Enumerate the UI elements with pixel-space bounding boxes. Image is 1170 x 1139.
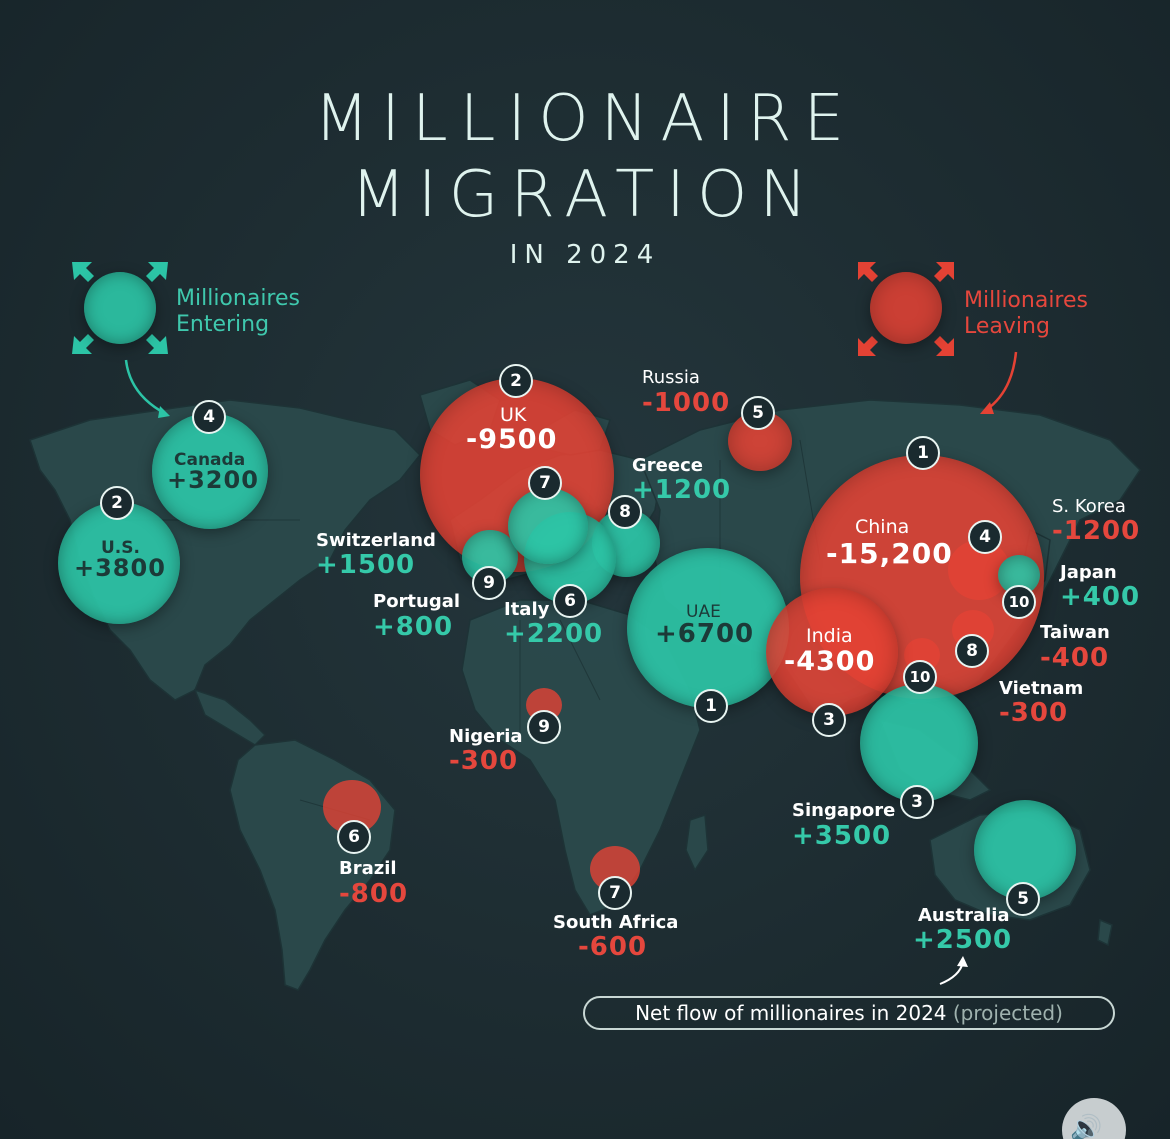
footnote-box: Net flow of millionaires in 2024 (projec…	[583, 996, 1115, 1030]
legend-leaving-line2: Leaving	[964, 314, 1050, 339]
label-italy: Italy	[504, 599, 550, 620]
value-brazil: -800	[339, 879, 409, 909]
rank-badge-taiwan: 8	[955, 634, 989, 668]
rank-badge-nigeria: 9	[527, 710, 561, 744]
bubble-us	[58, 502, 180, 624]
legend-entering-bubble	[84, 272, 156, 344]
label-vietnam: Vietnam	[999, 678, 1084, 699]
title-line2: MIGRATION	[350, 158, 820, 232]
bubble-uae	[627, 548, 789, 708]
speaker-icon[interactable]: 🔊	[1070, 1114, 1103, 1139]
rank-badge-uae: 1	[694, 689, 728, 723]
label-nigeria: Nigeria	[449, 726, 523, 747]
legend-entering-line2: Entering	[176, 312, 270, 337]
rank-badge-vietnam: 10	[903, 660, 937, 694]
value-japan: +400	[1060, 582, 1141, 612]
rank-badge-india: 3	[812, 703, 846, 737]
label-china: China	[855, 516, 910, 538]
outward-arrows-icon	[858, 262, 954, 356]
rank-badge-italy: 6	[553, 584, 587, 618]
bubble-india	[766, 588, 898, 716]
rank-badge-switzerland: 7	[528, 466, 562, 500]
label-south-africa: South Africa	[553, 912, 679, 933]
bubble-portugal	[508, 488, 588, 564]
bubble-singapore	[860, 684, 978, 802]
rank-badge-canada: 4	[192, 400, 226, 434]
value-canada: +3200	[167, 466, 259, 494]
value-greece: +1200	[632, 475, 732, 505]
land-new-zealand	[1097, 918, 1113, 947]
legend-entering-line1: Millionaires	[176, 286, 300, 311]
value-uk: -9500	[466, 424, 558, 455]
label-russia: Russia	[642, 367, 700, 388]
value-russia: -1000	[642, 388, 731, 418]
rank-badge-south-africa: 7	[598, 876, 632, 910]
label-uk: UK	[500, 404, 527, 426]
label-south-korea: S. Korea	[1052, 496, 1126, 517]
label-switzerland: Switzerland	[316, 530, 436, 551]
value-italy: +2200	[504, 619, 604, 649]
value-china: -15,200	[826, 537, 953, 570]
rank-badge-russia: 5	[741, 396, 775, 430]
legend-leaving-line1: Millionaires	[964, 288, 1088, 313]
value-south-korea: -1200	[1052, 516, 1141, 546]
value-south-africa: -600	[578, 932, 648, 962]
rank-badge-uk: 2	[499, 364, 533, 398]
label-singapore: Singapore	[792, 800, 896, 821]
rank-badge-singapore: 3	[900, 785, 934, 819]
value-us: +3800	[74, 554, 166, 582]
value-nigeria: -300	[449, 746, 519, 776]
rank-badge-south-korea: 4	[968, 520, 1002, 554]
value-singapore: +3500	[792, 821, 892, 851]
title-line1: MILLIONAIRE	[313, 82, 857, 156]
land-madagascar	[685, 813, 709, 872]
footnote-muted: (projected)	[952, 1001, 1063, 1025]
label-india: India	[806, 625, 853, 647]
value-uae: +6700	[655, 619, 755, 649]
label-greece: Greece	[632, 455, 703, 476]
label-brazil: Brazil	[339, 858, 397, 879]
label-canada: Canada	[174, 450, 246, 470]
rank-badge-us: 2	[100, 486, 134, 520]
label-portugal: Portugal	[373, 591, 461, 612]
value-switzerland: +1500	[316, 550, 416, 580]
subtitle: IN 2024	[509, 240, 661, 270]
value-australia: +2500	[913, 925, 1013, 955]
value-india: -4300	[784, 646, 876, 677]
rank-badge-china: 1	[906, 436, 940, 470]
legend-leaving-bubble	[870, 272, 942, 344]
inward-arrows-icon	[72, 262, 168, 354]
rank-badge-japan: 10	[1002, 585, 1036, 619]
label-us: U.S.	[101, 538, 140, 558]
value-vietnam: -300	[999, 698, 1069, 728]
value-portugal: +800	[373, 612, 454, 642]
rank-badge-portugal: 9	[472, 566, 506, 600]
land-central-america	[193, 688, 267, 746]
label-japan: Japan	[1060, 562, 1117, 583]
legend-leaving-label: Millionaires Leaving	[964, 288, 1088, 340]
rank-badge-australia: 5	[1006, 882, 1040, 916]
footnote-main: Net flow of millionaires in 2024	[635, 1001, 947, 1025]
legend-entering-label: Millionaires Entering	[176, 286, 300, 338]
label-australia: Australia	[918, 905, 1010, 926]
label-taiwan: Taiwan	[1040, 622, 1110, 643]
label-uae: UAE	[686, 602, 721, 622]
value-taiwan: -400	[1040, 643, 1110, 673]
rank-badge-greece: 8	[608, 495, 642, 529]
rank-badge-brazil: 6	[337, 820, 371, 854]
